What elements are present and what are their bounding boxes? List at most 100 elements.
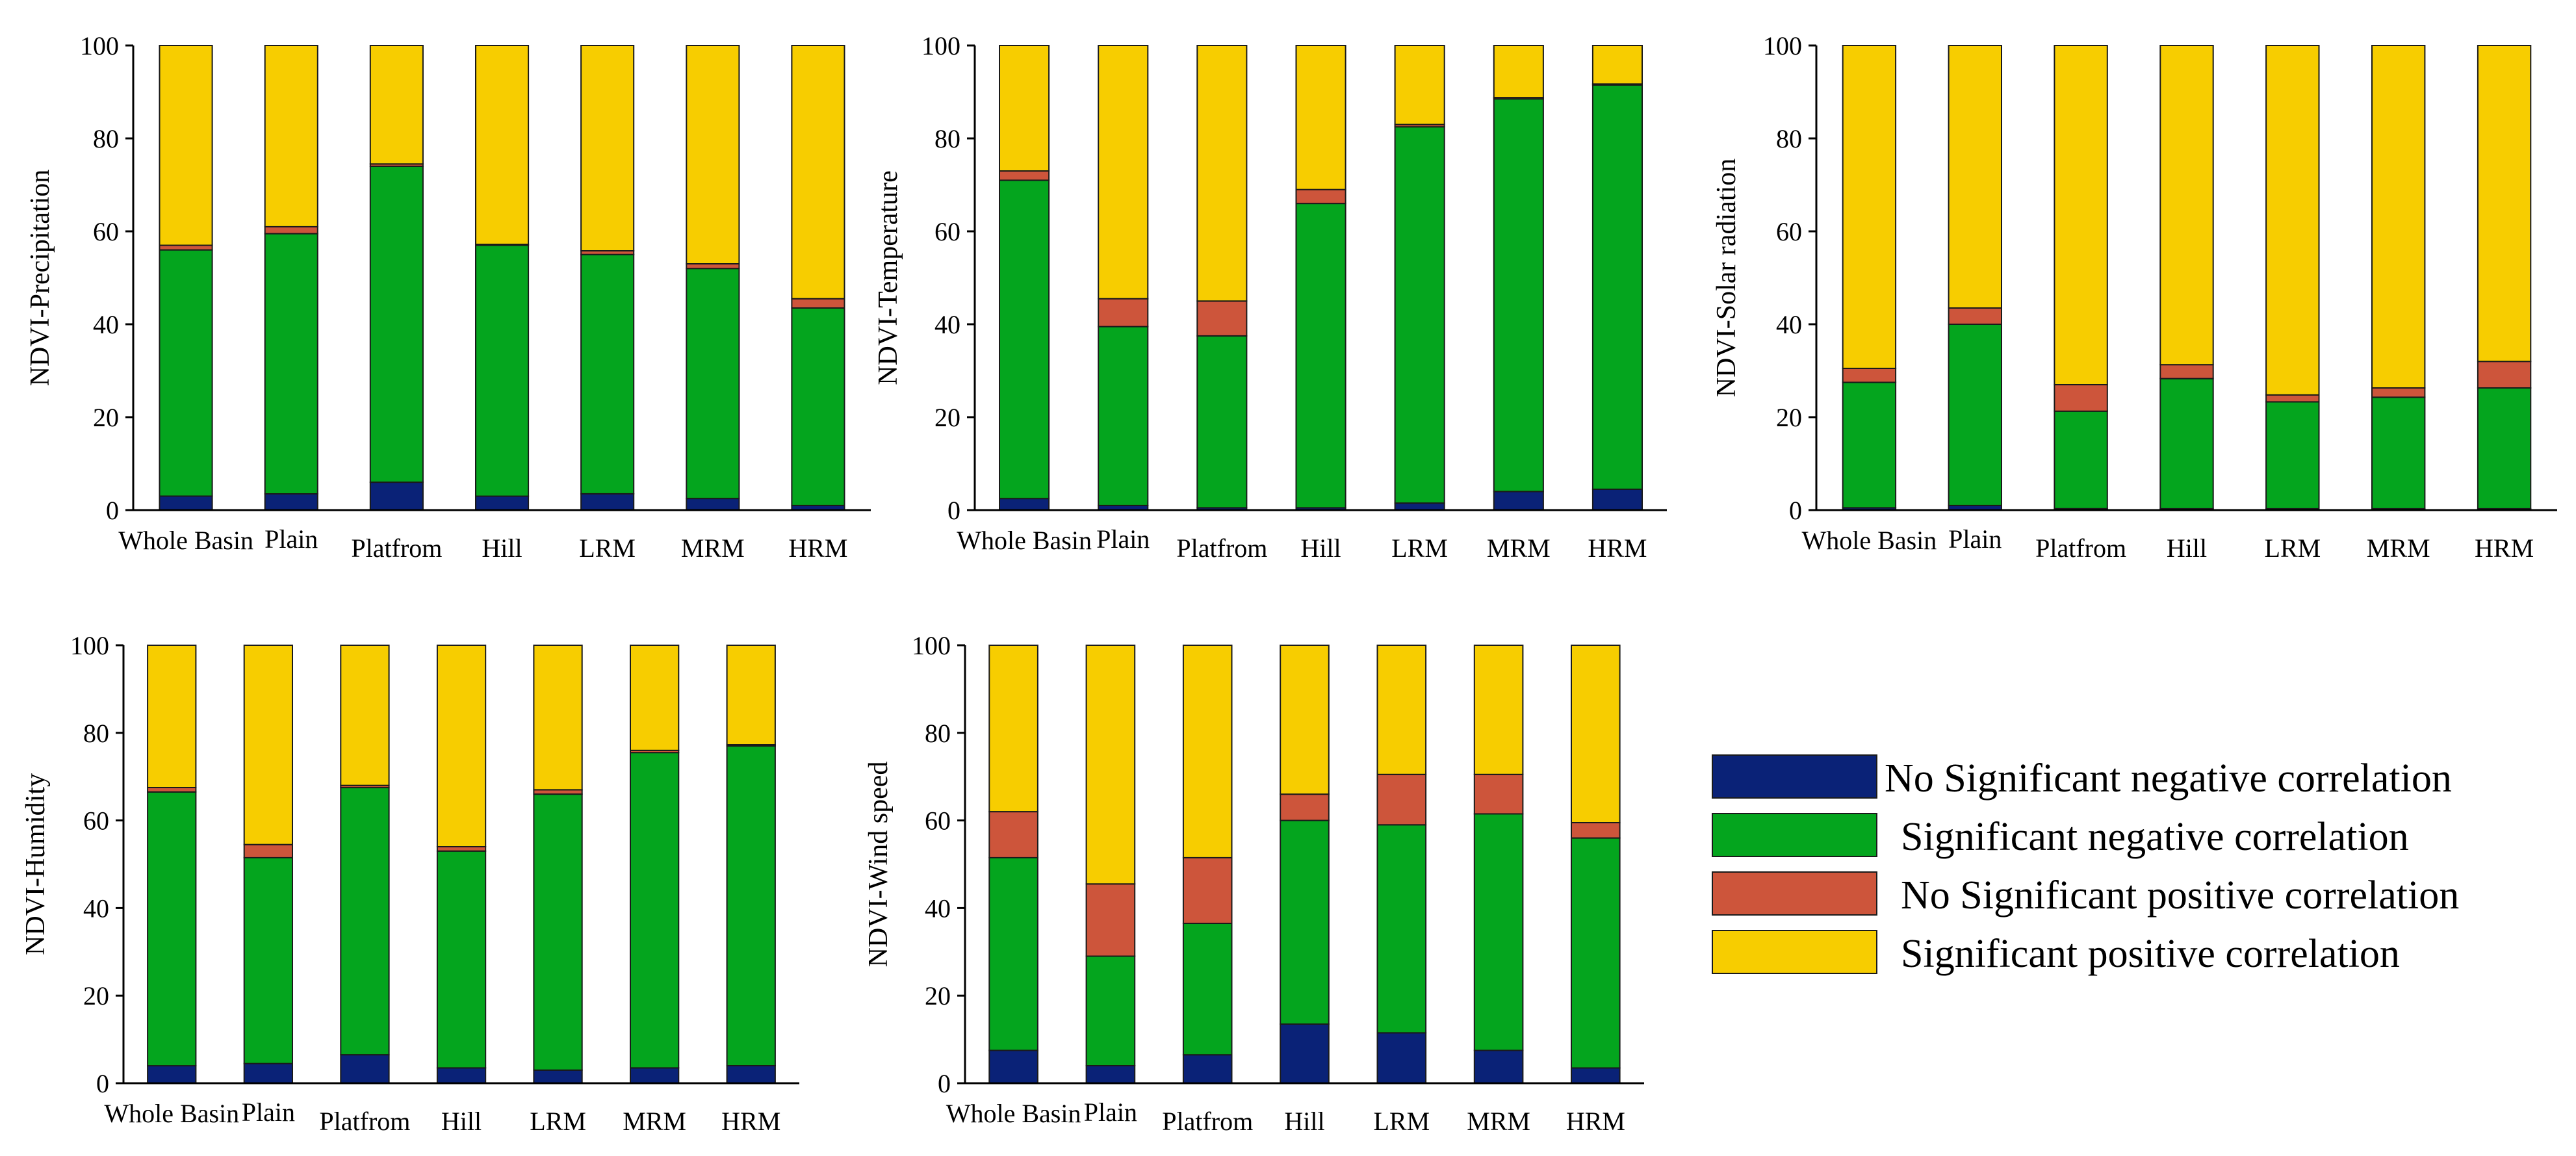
y-tick-label: 60 bbox=[93, 217, 119, 246]
bar-plain-significant-negative-correlation bbox=[243, 856, 294, 1064]
bar-hrm-significant-negative-correlation bbox=[1571, 837, 1621, 1069]
x-tick-label: HRM bbox=[1588, 533, 1647, 563]
y-tick-label: 60 bbox=[1776, 217, 1802, 246]
bar-plain-no-significant-positive-correlation bbox=[243, 843, 294, 858]
y-tick-label: 20 bbox=[934, 403, 960, 432]
bar-mrm-no-significant-negative-correlation bbox=[630, 1067, 680, 1085]
bar-whole-basin-no-significant-negative-correlation bbox=[999, 498, 1050, 511]
bar-whole-basin-significant-negative-correlation bbox=[988, 856, 1038, 1051]
bar-whole-basin-no-significant-positive-correlation bbox=[1842, 367, 1897, 383]
x-tick-label: LRM bbox=[1373, 1107, 1430, 1136]
legend-label-sig-neg: Significant negative correlation bbox=[1901, 815, 2409, 859]
y-tick-label: 80 bbox=[925, 719, 951, 748]
x-tick-label: Plain bbox=[1948, 524, 2002, 554]
bar-whole-basin-significant-negative-correlation bbox=[147, 791, 197, 1067]
bar-whole-basin-significant-positive-correlation bbox=[1842, 45, 1897, 369]
bar-hill-no-significant-negative-correlation bbox=[1280, 1023, 1330, 1084]
bar-lrm-no-significant-positive-correlation bbox=[2265, 394, 2320, 403]
x-tick-label: Whole Basin bbox=[946, 1099, 1081, 1128]
y-tick-label: 80 bbox=[83, 719, 109, 748]
x-tick-label: Hill bbox=[1284, 1107, 1324, 1136]
bar-hill-significant-positive-correlation bbox=[1295, 45, 1346, 190]
bar-lrm-no-significant-negative-correlation bbox=[580, 493, 635, 511]
bar-plain-no-significant-negative-correlation bbox=[264, 493, 318, 511]
bar-platfrom-significant-negative-correlation bbox=[1182, 923, 1233, 1056]
bar-plain-no-significant-positive-correlation bbox=[264, 225, 318, 235]
x-tick-label: MRM bbox=[681, 533, 745, 563]
bar-platfrom-significant-positive-correlation bbox=[369, 45, 424, 165]
x-tick-label: HRM bbox=[788, 533, 847, 563]
bar-platfrom-significant-negative-correlation bbox=[2054, 410, 2108, 509]
bar-plain-significant-positive-correlation bbox=[264, 45, 318, 227]
y-tick-label: 40 bbox=[925, 893, 951, 923]
bar-platfrom-significant-negative-correlation bbox=[369, 165, 424, 483]
y-tick-label: 20 bbox=[925, 981, 951, 1010]
x-tick-label: Whole Basin bbox=[957, 526, 1092, 555]
bar-plain-no-significant-negative-correlation bbox=[1085, 1065, 1136, 1084]
bar-hill-significant-positive-correlation bbox=[1280, 645, 1330, 795]
y-tick-label: 100 bbox=[912, 631, 951, 660]
y-axis-label: NDVI-Wind speed bbox=[864, 762, 894, 968]
y-tick-label: 0 bbox=[947, 496, 960, 525]
legend-swatch-sig-pos bbox=[1712, 930, 1877, 974]
bar-mrm-no-significant-positive-correlation bbox=[2371, 387, 2426, 398]
y-tick-label: 80 bbox=[1776, 124, 1802, 153]
x-tick-label: MRM bbox=[623, 1107, 686, 1136]
bar-plain-significant-positive-correlation bbox=[1098, 45, 1149, 300]
x-tick-label: LRM bbox=[579, 533, 636, 563]
x-tick-label: Platfrom bbox=[1176, 533, 1267, 563]
bar-mrm-significant-negative-correlation bbox=[2371, 396, 2426, 509]
bar-platfrom-no-significant-positive-correlation bbox=[2054, 384, 2108, 412]
x-tick-label: LRM bbox=[1391, 533, 1448, 563]
y-tick-label: 20 bbox=[83, 981, 109, 1010]
panel-ndvi-humidity: Whole Basin Plain Platfrom Hill LRM MRM HRM 0 20… bbox=[21, 631, 799, 1136]
bar-hrm-no-significant-negative-correlation bbox=[1591, 488, 1643, 511]
bar-mrm-no-significant-negative-correlation bbox=[686, 498, 740, 511]
bar-platfrom-no-significant-negative-correlation bbox=[340, 1054, 390, 1084]
bar-hill-significant-negative-correlation bbox=[1280, 819, 1330, 1025]
bar-mrm-significant-positive-correlation bbox=[2371, 45, 2426, 389]
bar-hrm-no-significant-positive-correlation bbox=[1571, 822, 1621, 839]
bar-whole-basin-significant-negative-correlation bbox=[159, 249, 213, 497]
bar-hrm-significant-positive-correlation bbox=[791, 45, 845, 300]
bar-lrm-no-significant-positive-correlation bbox=[533, 789, 583, 795]
bar-mrm-significant-positive-correlation bbox=[630, 645, 680, 751]
bar-platfrom-no-significant-negative-correlation bbox=[1182, 1054, 1233, 1084]
bar-plain-no-significant-negative-correlation bbox=[243, 1062, 294, 1084]
legend-swatch-no-sig-pos bbox=[1712, 871, 1877, 916]
x-tick-label: HRM bbox=[721, 1107, 780, 1136]
bar-whole-basin-no-significant-positive-correlation bbox=[988, 811, 1038, 858]
x-tick-label: Plain bbox=[1084, 1098, 1137, 1127]
bar-platfrom-significant-positive-correlation bbox=[1182, 645, 1233, 858]
x-tick-label: Hill bbox=[1300, 533, 1341, 563]
bar-mrm-significant-positive-correlation bbox=[1493, 45, 1544, 99]
y-tick-label: 0 bbox=[96, 1069, 109, 1098]
bar-lrm-significant-negative-correlation bbox=[580, 253, 635, 495]
bar-hill-significant-negative-correlation bbox=[436, 850, 487, 1069]
bar-hill-significant-positive-correlation bbox=[436, 645, 487, 847]
bar-plain-significant-negative-correlation bbox=[264, 233, 318, 495]
bar-plain-significant-positive-correlation bbox=[243, 645, 294, 845]
bar-lrm-significant-positive-correlation bbox=[1376, 645, 1427, 775]
x-tick-label: Whole Basin bbox=[118, 526, 253, 555]
bar-hrm-no-significant-positive-correlation bbox=[2477, 361, 2532, 389]
bar-hrm-significant-negative-correlation bbox=[2477, 387, 2532, 509]
bar-whole-basin-no-significant-positive-correlation bbox=[147, 787, 197, 793]
bar-whole-basin-significant-negative-correlation bbox=[1842, 381, 1897, 509]
bar-mrm-significant-negative-correlation bbox=[686, 268, 740, 500]
bar-lrm-significant-positive-correlation bbox=[1394, 45, 1445, 125]
bar-plain-no-significant-positive-correlation bbox=[1085, 883, 1136, 957]
bar-hrm-significant-positive-correlation bbox=[2477, 45, 2532, 363]
bar-hrm-no-significant-negative-correlation bbox=[1571, 1067, 1621, 1085]
panel-ndvi-solar-radiation: Whole Basin Plain Platfrom Hill LRM MRM HRM 0 20… bbox=[1712, 31, 2557, 563]
legend-label-no-sig-neg: No Significant negative correlation bbox=[1885, 756, 2452, 801]
y-tick-label: 100 bbox=[70, 631, 109, 660]
bar-lrm-no-significant-negative-correlation bbox=[1376, 1032, 1427, 1084]
bar-lrm-no-significant-negative-correlation bbox=[1394, 502, 1445, 511]
y-tick-label: 40 bbox=[83, 893, 109, 923]
y-tick-label: 100 bbox=[1763, 31, 1802, 60]
x-tick-label: Plain bbox=[1096, 524, 1150, 554]
panel-ndvi-wind-speed: Whole Basin Plain Platfrom Hill LRM MRM HRM 0 20… bbox=[864, 631, 1644, 1136]
bar-whole-basin-no-significant-negative-correlation bbox=[147, 1065, 197, 1084]
